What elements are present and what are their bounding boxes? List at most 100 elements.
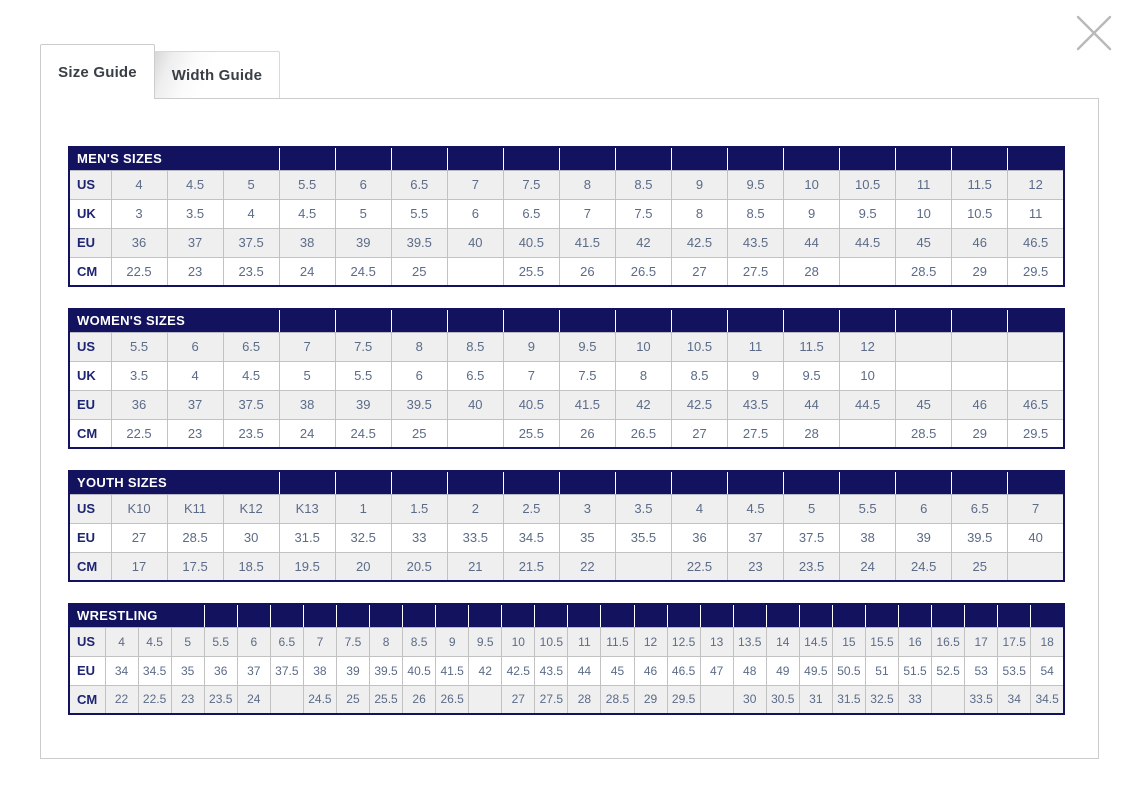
size-cell: 26 — [558, 256, 616, 287]
close-icon — [1076, 15, 1112, 51]
size-cell: 28 — [783, 256, 841, 287]
header-spacer — [558, 470, 616, 495]
header-spacer — [798, 603, 833, 628]
size-cell: 9 — [727, 360, 785, 391]
size-cell: 6.5 — [446, 360, 504, 391]
size-cell: 53 — [964, 655, 999, 686]
size-cell: 46.5 — [666, 655, 701, 686]
size-cell: 34.5 — [502, 522, 560, 553]
close-button[interactable] — [1075, 13, 1113, 51]
tab-size-guide[interactable]: Size Guide — [40, 44, 155, 99]
size-cell: 8 — [368, 626, 404, 657]
size-cell: 4.5 — [166, 169, 224, 200]
size-cell — [269, 684, 304, 715]
size-cell: 26.5 — [614, 418, 672, 449]
size-cell: 6 — [895, 493, 953, 524]
size-cell: 40.5 — [502, 227, 560, 258]
header-spacer — [558, 146, 616, 171]
header-spacer — [727, 308, 785, 333]
size-cell: 18.5 — [222, 551, 280, 582]
size-cell: 37.5 — [269, 655, 304, 686]
tab-bar: Size Guide Width Guide — [40, 44, 1099, 99]
header-spacer — [1007, 470, 1065, 495]
header-spacer — [390, 146, 448, 171]
size-cell: 12 — [839, 331, 897, 362]
size-cell: 27 — [110, 522, 168, 553]
size-cell: 5 — [222, 169, 280, 200]
header-spacer — [402, 603, 437, 628]
header-spacer — [502, 470, 560, 495]
size-cell: 3 — [558, 493, 616, 524]
header-spacer — [390, 308, 448, 333]
tab-width-guide[interactable]: Width Guide — [155, 51, 280, 98]
size-cell: 34.5 — [137, 655, 172, 686]
size-cell: 9.5 — [839, 198, 897, 229]
header-spacer — [897, 603, 933, 628]
size-table-womens-sizes: WOMEN'S SIZES US 5.5 6 6.5 7 7.5 8 8.5 9 9.5 10 10.5… — [68, 308, 1065, 449]
header-spacer — [964, 603, 999, 628]
size-cell: 28 — [783, 418, 841, 449]
size-cell: 44 — [783, 227, 841, 258]
header-spacer — [951, 146, 1009, 171]
size-cell: 26 — [558, 418, 616, 449]
size-cell: 32.5 — [864, 684, 900, 715]
header-spacer — [1007, 308, 1065, 333]
size-cell: 37 — [166, 389, 224, 420]
size-cell: 8.5 — [670, 360, 729, 391]
size-cell: 5 — [334, 198, 392, 229]
size-cell: 25.5 — [502, 256, 560, 287]
size-cell: 17 — [110, 551, 168, 582]
size-cell: 18 — [1030, 626, 1065, 657]
size-cell: 42.5 — [501, 655, 536, 686]
row-label: US — [68, 331, 112, 362]
size-cell: 27 — [670, 256, 729, 287]
size-cell: 1.5 — [390, 493, 448, 524]
size-cell: 16 — [897, 626, 933, 657]
size-cell: 43.5 — [534, 655, 569, 686]
size-cell: 38 — [839, 522, 897, 553]
size-cell: 14.5 — [798, 626, 833, 657]
size-cell: 7.5 — [502, 169, 560, 200]
size-cell: 39 — [335, 655, 371, 686]
size-cell: 23 — [727, 551, 785, 582]
header-spacer — [335, 603, 371, 628]
size-cell: 23.5 — [203, 684, 238, 715]
size-cell — [699, 684, 734, 715]
row-label: US — [68, 169, 112, 200]
table-row: UK 3.5 4 4.5 5 5.5 6 6.5 7 7.5 8 8.5 9 9.5 10 — [68, 360, 1065, 391]
size-cell: 8 — [390, 331, 448, 362]
size-cell: K12 — [222, 493, 280, 524]
header-spacer — [670, 308, 729, 333]
size-cell: 45 — [895, 227, 953, 258]
size-cell: 7.5 — [334, 331, 392, 362]
header-spacer — [502, 146, 560, 171]
header-spacer — [368, 603, 404, 628]
size-cell: 35 — [170, 655, 205, 686]
size-cell: 14 — [765, 626, 800, 657]
size-cell: 7.5 — [558, 360, 616, 391]
size-cell: 37 — [236, 655, 271, 686]
size-cell: 39.5 — [951, 522, 1009, 553]
tab-size-guide-label: Size Guide — [58, 63, 137, 81]
header-spacer — [839, 146, 897, 171]
size-cell: 6.5 — [222, 331, 280, 362]
size-cell: 37 — [727, 522, 785, 553]
size-cell: 4 — [222, 198, 280, 229]
size-cell: 52.5 — [931, 655, 966, 686]
size-cell — [951, 331, 1009, 362]
size-cell: 47 — [699, 655, 734, 686]
size-cell: 11 — [567, 626, 602, 657]
size-cell: 27.5 — [727, 256, 785, 287]
header-spacer — [278, 308, 336, 333]
size-cell: 5.5 — [839, 493, 897, 524]
size-cell: 8 — [558, 169, 616, 200]
size-cell: 2 — [446, 493, 504, 524]
row-label: US — [68, 493, 112, 524]
size-cell: 7 — [558, 198, 616, 229]
size-cell: 32.5 — [334, 522, 392, 553]
header-spacer — [435, 603, 470, 628]
size-cell: 40 — [446, 389, 504, 420]
size-cell: 27 — [501, 684, 536, 715]
size-cell: 31 — [798, 684, 833, 715]
header-spacer — [468, 603, 503, 628]
